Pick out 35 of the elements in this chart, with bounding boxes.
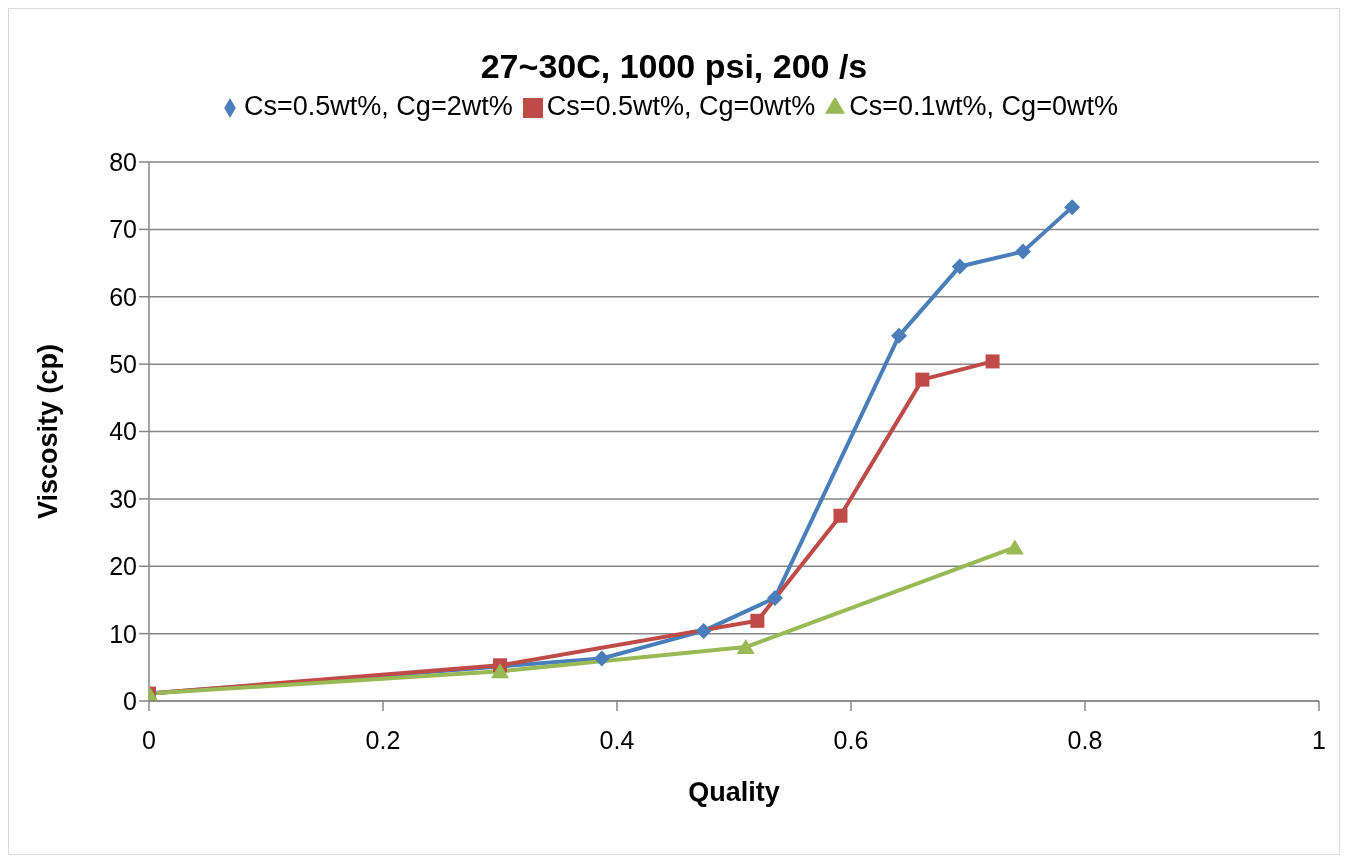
- point: [695, 622, 712, 639]
- legend-label: Cs=0.5wt%, Cg=2wt%: [244, 91, 513, 121]
- x-tick-label: 0.4: [599, 725, 635, 754]
- point: [750, 613, 765, 628]
- x-tick-label: 0: [142, 725, 156, 754]
- point: [766, 589, 783, 606]
- y-tick-label: 60: [109, 282, 137, 311]
- y-tick-label: 50: [109, 350, 137, 378]
- point: [1014, 243, 1031, 260]
- y-tick-label: 10: [109, 619, 137, 648]
- legend-label: Cs=0.1wt%, Cg=0wt%: [849, 91, 1118, 121]
- legend-label: Cs=0.5wt%, Cg=0wt%: [546, 91, 816, 121]
- point: [915, 372, 930, 387]
- x-tick-label: 0.6: [833, 725, 869, 754]
- x-axis-title: Quality: [688, 777, 780, 807]
- x-tick-label: 0.2: [365, 725, 401, 754]
- x-tick-label: 0.8: [1067, 725, 1103, 754]
- y-tick-label: 20: [109, 552, 137, 581]
- y-tick-label: 30: [109, 484, 137, 513]
- y-tick-label: 40: [109, 417, 137, 446]
- point: [985, 354, 1000, 369]
- point: [833, 508, 848, 523]
- y-axis-title: Viscosity (cp): [32, 343, 63, 520]
- chart-title: 27~30C, 1000 psi, 200 /s: [479, 47, 869, 87]
- point: [951, 258, 968, 275]
- point: [890, 327, 907, 344]
- y-tick-label: 80: [109, 147, 137, 176]
- point: [593, 650, 610, 667]
- x-tick-label: 1: [1312, 725, 1326, 754]
- point: [1005, 539, 1024, 555]
- point: [1064, 199, 1081, 216]
- y-tick-label: 70: [109, 215, 137, 244]
- y-tick-label: 0: [123, 686, 137, 715]
- point: [491, 663, 509, 679]
- point: [736, 639, 755, 655]
